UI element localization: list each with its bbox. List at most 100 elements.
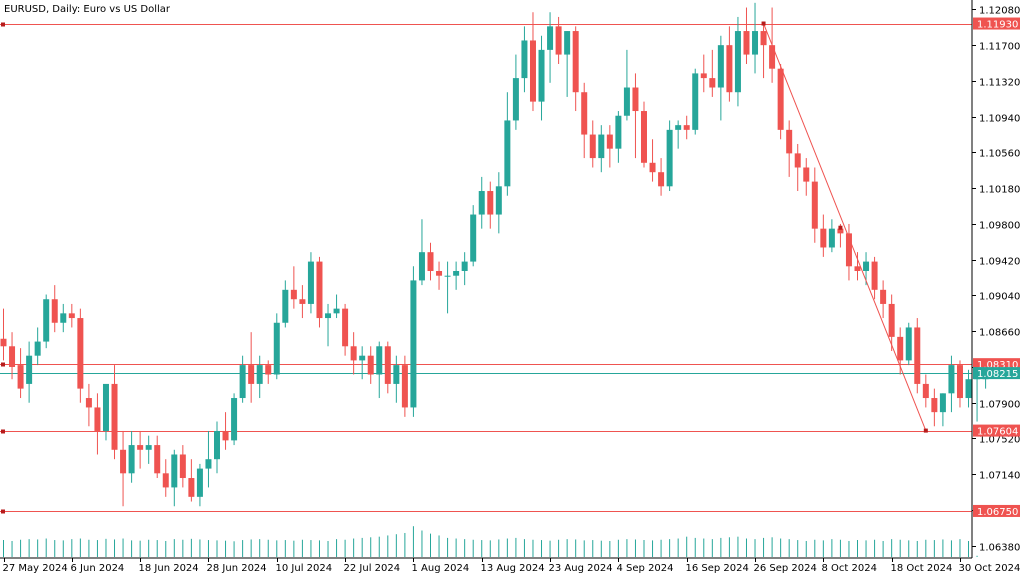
candle-body [401, 365, 408, 408]
candle [871, 256, 878, 300]
candle-body [965, 379, 972, 399]
candle [598, 125, 605, 173]
candle [222, 412, 229, 450]
price-label-3: 1.06750 [973, 504, 1020, 518]
candle-body [307, 261, 314, 304]
candle [265, 360, 272, 384]
candle-body [17, 365, 24, 389]
time-axis-ticks: 27 May 2024 6 Jun 2024 18 Jun 2024 28 Jun 2… [3, 558, 1021, 574]
candle [0, 308, 7, 361]
price-label-2: 1.07604 [973, 424, 1020, 438]
candle-body [239, 365, 246, 399]
candle [487, 181, 494, 229]
candle [914, 318, 921, 394]
candle [555, 16, 562, 64]
candle [666, 120, 673, 192]
price-label-0-bg [973, 17, 1020, 30]
price-tick-label: 1.11320 [979, 78, 1020, 89]
candle-body [26, 355, 33, 384]
candle [512, 54, 519, 130]
candle-body [196, 468, 203, 497]
candle [376, 341, 383, 399]
candle-body [589, 134, 596, 159]
candle-body [444, 275, 451, 277]
candle [854, 252, 861, 281]
candle [9, 332, 16, 380]
time-tick-label: 1 Aug 2024 [412, 563, 470, 574]
price-tick-label: 1.09420 [979, 257, 1020, 268]
candle-body [777, 68, 784, 130]
price-tick-label: 1.07900 [979, 400, 1020, 411]
time-tick-label: 18 Oct 2024 [891, 563, 953, 574]
candle [461, 252, 468, 286]
time-tick-label: 4 Sep 2024 [617, 563, 674, 574]
candle-body [436, 271, 443, 276]
candle [965, 369, 972, 408]
candle [307, 252, 314, 314]
candle-body [726, 45, 733, 93]
trendline-layer [761, 21, 928, 433]
price-tick-label: 1.06380 [979, 543, 1020, 554]
candle-body [350, 346, 357, 361]
trendline [763, 23, 927, 431]
chart-title: EURUSD, Daily: Euro vs US Dollar [4, 4, 171, 15]
candle-body [214, 430, 220, 460]
candle [752, 2, 759, 74]
candle-body [376, 346, 383, 375]
price-tick-label: 1.08660 [979, 328, 1020, 339]
candle-body [51, 299, 58, 323]
candle-body [290, 289, 297, 300]
price-label-0: 1.11930 [973, 17, 1020, 31]
candle [111, 365, 118, 460]
candle [34, 327, 41, 366]
candle [845, 223, 852, 281]
candle [68, 303, 75, 328]
candle-body [717, 45, 724, 88]
candle [342, 303, 349, 356]
candle [700, 54, 707, 93]
candle-body [598, 134, 605, 159]
candle [504, 92, 511, 196]
candle-body [410, 280, 417, 408]
candle-body [384, 346, 391, 384]
candle [393, 355, 400, 403]
candle [179, 445, 186, 488]
time-tick-label: 30 Oct 2024 [959, 563, 1021, 574]
candle-body [102, 383, 109, 431]
candle-body [316, 261, 323, 319]
candle [623, 49, 630, 121]
candle-body [495, 186, 502, 215]
price-tick-label: 1.09800 [979, 221, 1020, 232]
candle [85, 383, 92, 427]
candle [162, 459, 169, 497]
candle-body [649, 162, 656, 173]
current-price-label-text: 1.08215 [977, 369, 1018, 380]
time-tick-label: 13 Aug 2024 [481, 563, 545, 574]
candle [803, 158, 810, 196]
price-label-0-text: 1.11930 [977, 20, 1018, 31]
candle-body [914, 327, 921, 384]
candle-body [504, 120, 511, 187]
trendline-mid-anchor [838, 225, 843, 230]
candle-body [692, 73, 699, 130]
candle-body [769, 45, 776, 69]
candle-body [470, 214, 477, 262]
candle-body [564, 31, 571, 55]
candle-body [77, 318, 84, 389]
candle-body [128, 445, 135, 474]
candle-body [939, 393, 946, 413]
candle [171, 449, 178, 507]
candle [256, 355, 263, 399]
candle [529, 12, 536, 112]
candle-body [615, 115, 622, 149]
candle [137, 430, 144, 469]
price-label-3-bg [973, 504, 1020, 517]
candle [196, 463, 203, 507]
candle [581, 82, 588, 159]
candle [94, 393, 101, 455]
candle [547, 12, 554, 83]
candles-layer [0, 2, 989, 507]
candle-body [120, 449, 127, 474]
